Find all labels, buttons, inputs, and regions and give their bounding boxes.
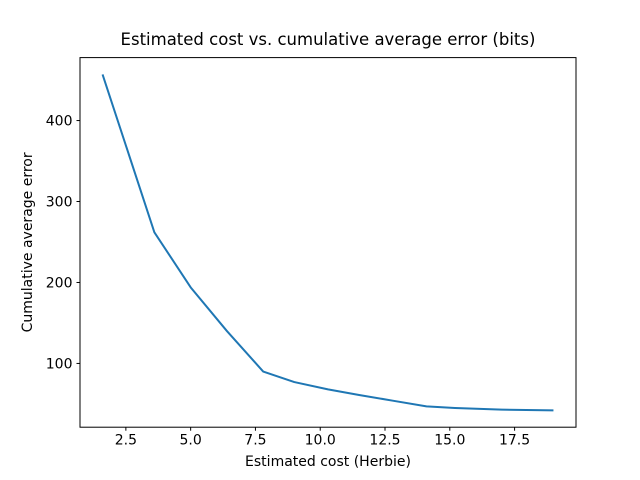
y-axis-label: Cumulative average error (20, 152, 36, 332)
x-tick-label: 10.0 (305, 433, 336, 449)
ticks-layer: 2.5 5.0 7.5 10.0 12.5 15.0 17.5 100 200 300 400 (46, 114, 530, 449)
x-tick-label: 17.5 (499, 433, 530, 449)
x-tick-label: 7.5 (244, 433, 266, 449)
series-layer (101, 74, 554, 412)
chart-title: Estimated cost vs. cumulative average er… (121, 30, 536, 49)
x-tick-label: 12.5 (369, 433, 400, 449)
x-axis-label: Estimated cost (Herbie) (245, 454, 411, 470)
x-tick-label: 15.0 (434, 433, 465, 449)
data-line-cumulative-average-error (101, 74, 554, 412)
x-tick-label: 5.0 (180, 433, 202, 449)
y-tick-label: 200 (46, 275, 73, 291)
plot-border (79, 57, 577, 428)
y-tick-label: 100 (46, 356, 73, 372)
y-tick-label: 300 (46, 195, 73, 211)
y-tick-label: 400 (46, 114, 73, 130)
x-tick-label: 2.5 (115, 433, 137, 449)
